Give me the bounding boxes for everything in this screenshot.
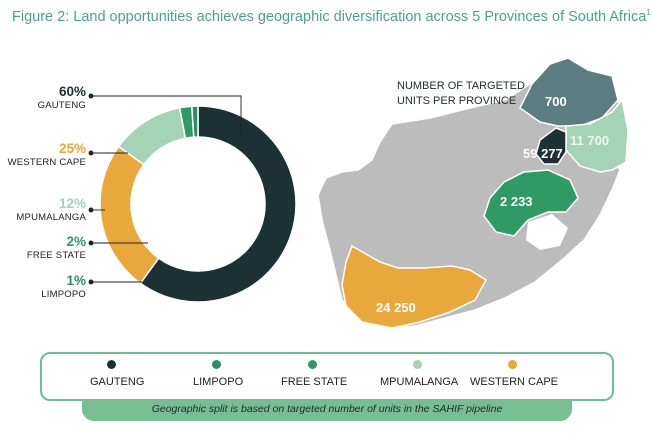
pct-free-state: 2% [66,234,86,249]
map-value-limpopo: 700 [545,94,567,109]
legend-dot-western-cape [508,360,517,369]
map-value-free-state: 2 233 [500,194,533,209]
footer-bar [82,399,572,421]
map-gauteng [535,127,567,165]
legend-western-cape: WESTERN CAPE [470,376,559,388]
label-limpopo: LIMPOPO [41,289,86,300]
map-value-mpumalanga: 11 700 [570,133,610,148]
label-mpumalanga: MPUMALANGA [16,212,86,223]
leader-dot-western-cape [88,150,94,156]
legend-box [40,352,614,401]
map-label-line2: UNITS PER PROVINCE [397,95,517,107]
leader-gauteng [91,95,242,140]
lesotho [526,214,568,250]
donut-slice-limpopo [191,105,199,138]
leader-lines [88,93,242,285]
legend-limpopo: LIMPOPO [193,376,244,388]
leader-dot-limpopo [88,279,94,285]
donut-chart [99,105,297,303]
south-africa-map [317,57,632,329]
map-label: NUMBER OF TARGETED UNITS PER PROVINCE [397,79,537,109]
map-free-state [483,169,579,237]
map-limpopo [519,57,619,127]
pct-mpumalanga: 12% [58,196,86,211]
label-free-state: FREE STATE [26,250,86,261]
legend-dot-limpopo [212,360,221,369]
label-gauteng: GAUTENG [37,100,86,111]
legend-dot-gauteng [107,360,116,369]
leader-dot-free-state [88,240,94,246]
map-value-western-cape: 24 250 [376,300,416,315]
legend-dot-free-state [308,360,317,369]
map-mpumalanga [565,98,629,173]
pct-gauteng: 60% [58,84,86,99]
figure-title: Figure 2: Land opportunities achieves ge… [12,8,651,25]
legend-mpumalanga: MPUMALANGA [380,376,459,388]
pct-limpopo: 1% [66,273,86,288]
map-value-gauteng: 59 277 [523,146,563,161]
legend-gauteng: GAUTENG [90,376,145,388]
legend-free-state: FREE STATE [281,376,348,388]
map-label-line1: NUMBER OF TARGETED [397,80,525,92]
pct-western-cape: 25% [58,141,86,156]
leader-dot-gauteng [88,93,94,99]
footer-note: Geographic split is based on targeted nu… [151,403,503,415]
donut-slice-gauteng [139,105,297,303]
leader-dot-mpumalanga [88,207,94,213]
donut-slice-western-cape [99,145,160,285]
map-western-cape [341,244,487,329]
legend-dot-mpumalanga [413,360,422,369]
label-western-cape: WESTERN CAPE [7,157,86,168]
